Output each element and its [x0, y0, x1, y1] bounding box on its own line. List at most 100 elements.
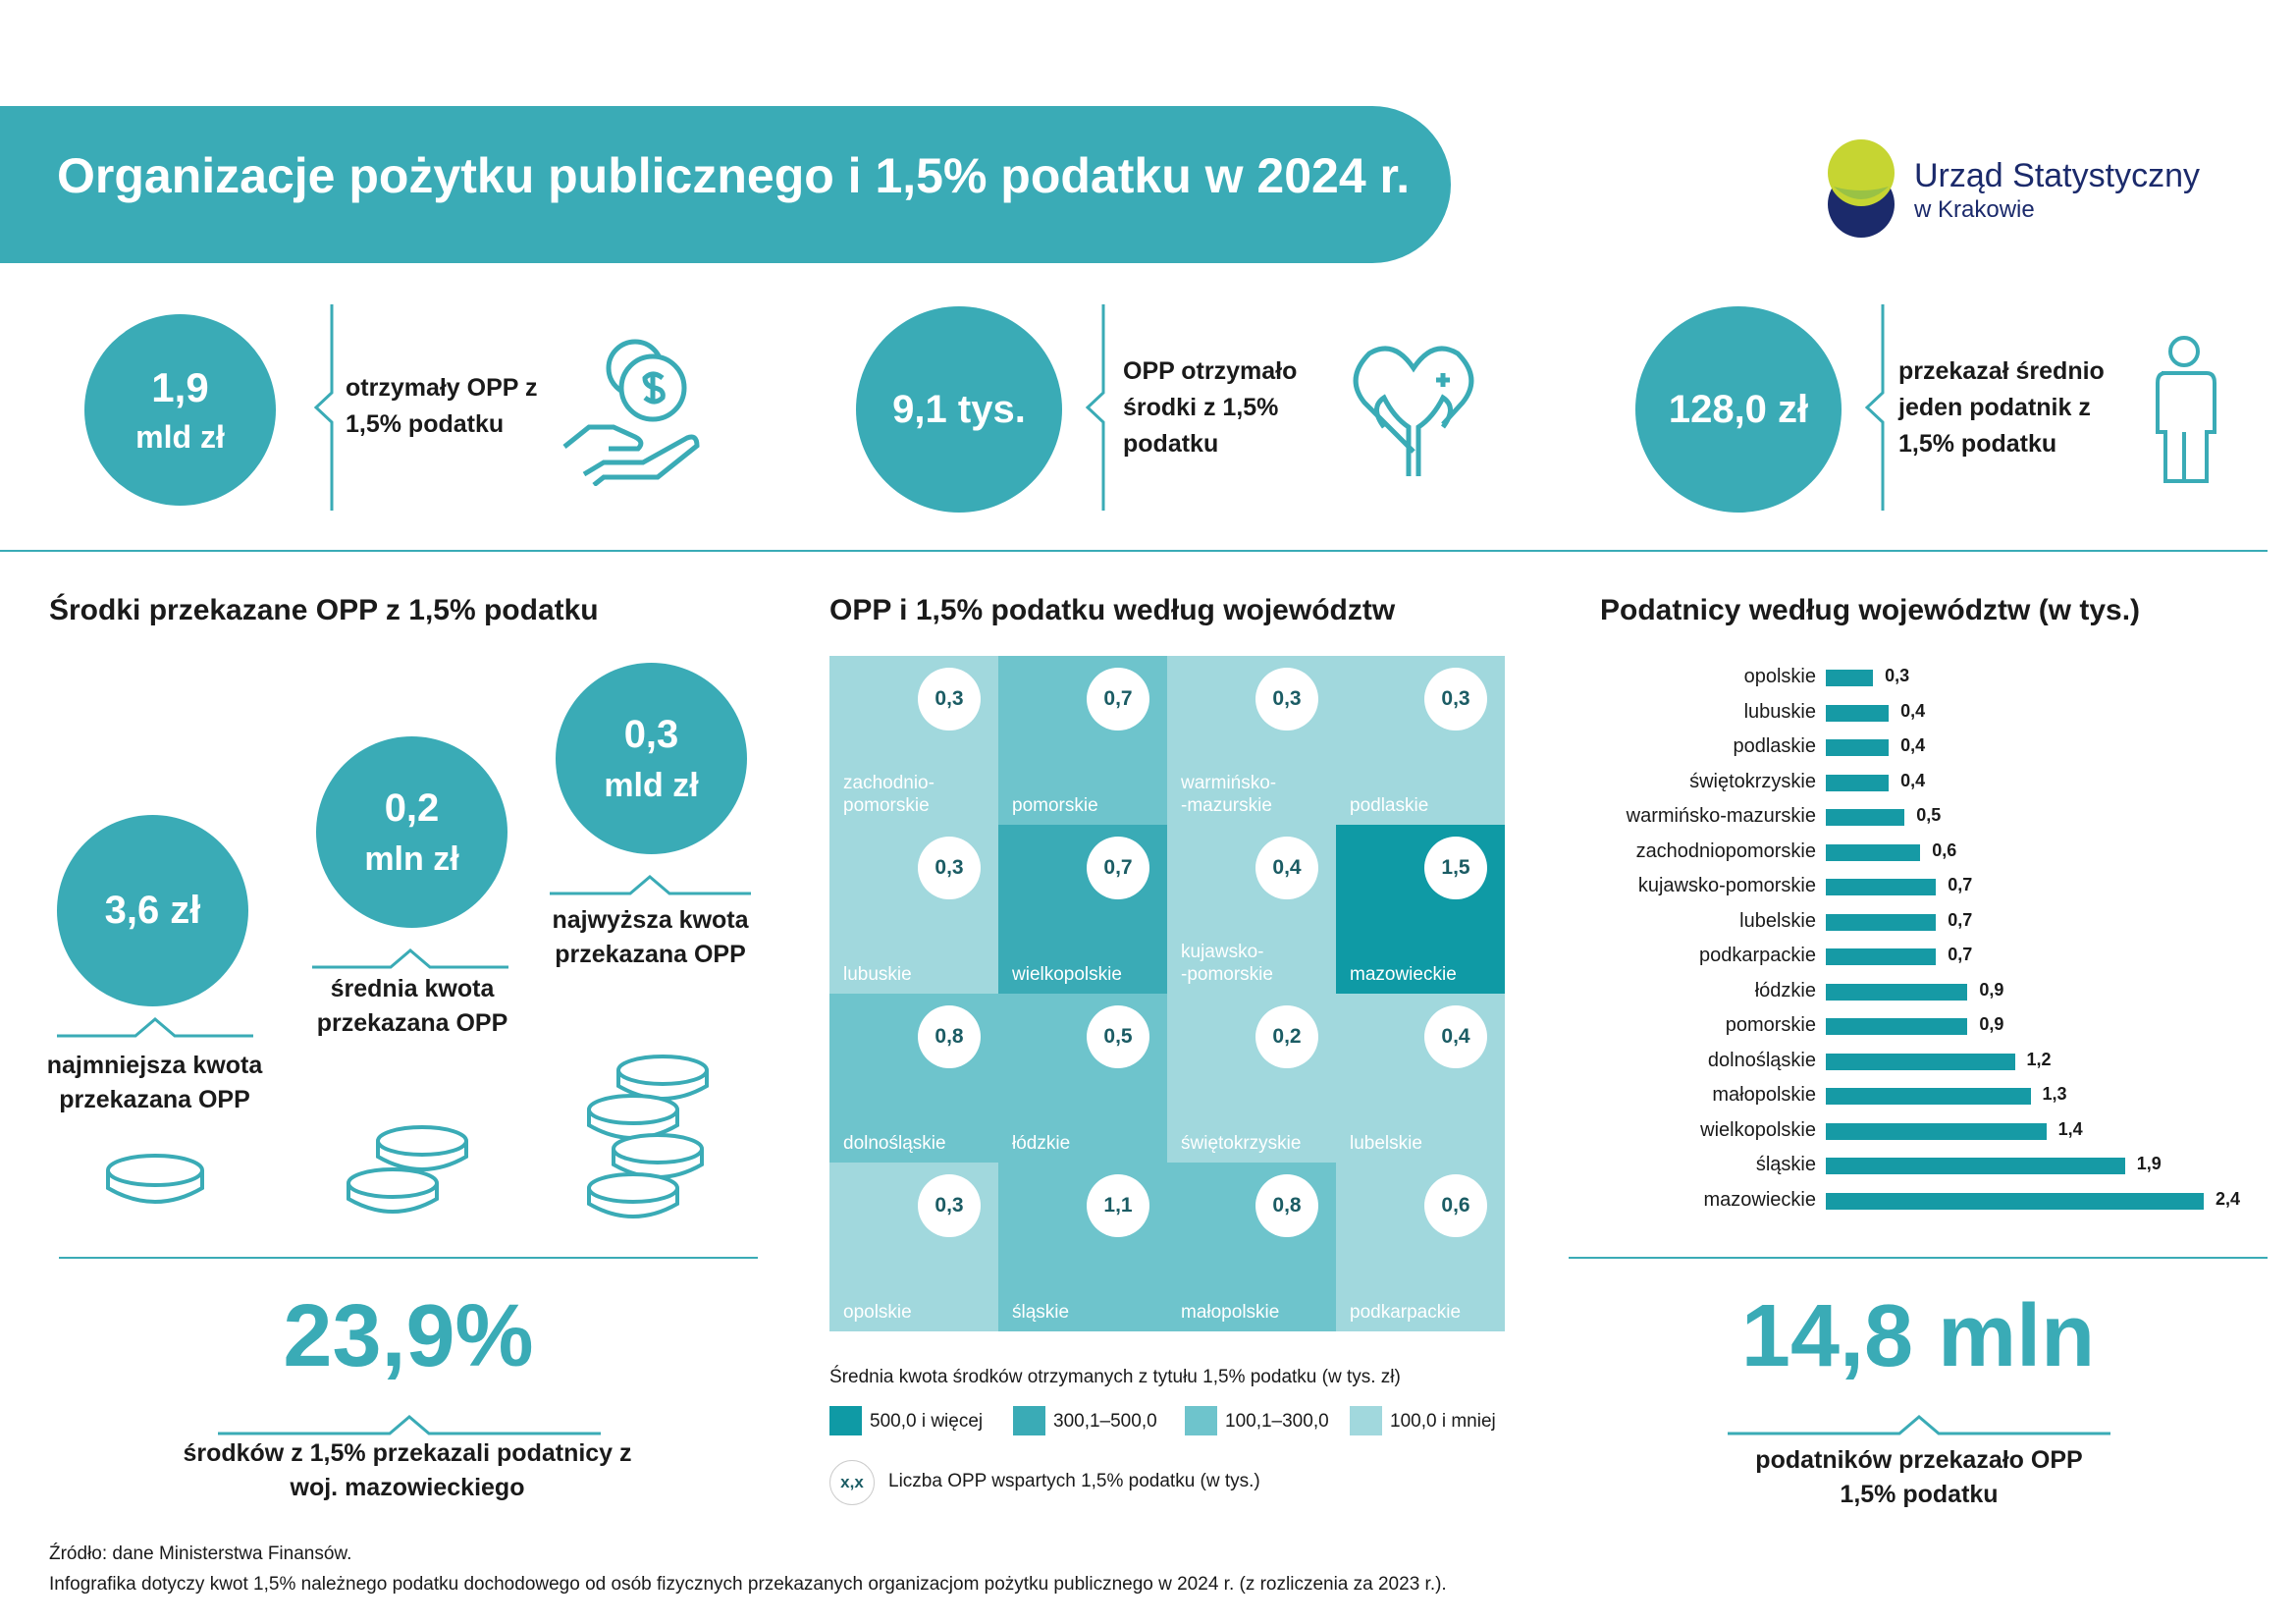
- region-opp-count: 0,4: [1255, 837, 1318, 899]
- bar-category-label: lubelskie: [1739, 909, 1816, 932]
- coin-stack-3-icon: [587, 1055, 709, 1218]
- caption-pointer: [57, 1017, 253, 1038]
- logo-name: Urząd Statystyczny: [1914, 157, 2200, 194]
- bar: [1826, 948, 1937, 965]
- bar-category-label: kujawsko-pomorskie: [1637, 875, 1816, 896]
- region-opp-count: 0,3: [918, 668, 981, 731]
- bar: [1826, 809, 1905, 826]
- bar: [1826, 739, 1890, 756]
- bar-category-label: dolnośląskie: [1707, 1049, 1816, 1071]
- bar: [1826, 1122, 2047, 1140]
- bar-value-label: 1,2: [2026, 1049, 2052, 1069]
- bar-value-label: 1,4: [2057, 1118, 2083, 1139]
- caption-pointer: [550, 875, 751, 895]
- region-name: lubelskie: [1350, 1133, 1422, 1154]
- bar-value-label: 2,4: [2216, 1188, 2241, 1209]
- region-name: świętokrzyskie: [1181, 1133, 1302, 1154]
- region-tile: 1,1 śląskie: [998, 1163, 1167, 1331]
- legend-swatch: [1185, 1406, 1217, 1435]
- stat-value: 128,0 zł: [1668, 387, 1809, 431]
- stat-circle-avg: 128,0 zł: [1635, 306, 1842, 513]
- funds-avg-caption: średnia kwota przekazana OPP: [316, 975, 508, 1037]
- region-tile: 0,5 łódzkie: [998, 994, 1167, 1163]
- region-opp-count: 0,8: [1255, 1174, 1318, 1237]
- bar: [1826, 879, 1937, 895]
- funds-max-unit: mld zł: [604, 766, 699, 804]
- bar-category-label: łódzkie: [1754, 979, 1816, 1001]
- region-opp-count: 0,3: [1255, 668, 1318, 731]
- bar-value-label: 0,9: [1979, 1014, 2004, 1034]
- bar: [1826, 913, 1937, 931]
- logo-icon: [1828, 139, 1895, 238]
- section-title-funds: Środki przekazane OPP z 1,5% podatku: [49, 594, 599, 626]
- bar-category-label: podkarpackie: [1699, 945, 1816, 966]
- funds-max-caption: najwyższa kwota przekazana OPP: [552, 906, 749, 968]
- region-tile: 0,3 opolskie: [829, 1163, 998, 1331]
- region-opp-count: 0,2: [1255, 1005, 1318, 1068]
- bar-value-label: 0,4: [1900, 770, 1926, 790]
- section-divider: [59, 1257, 758, 1259]
- funds-min-value: 3,6 zł: [104, 889, 201, 932]
- region-opp-count: 0,3: [1424, 668, 1487, 731]
- region-tile: 0,7 pomorskie: [998, 656, 1167, 825]
- legend-swatch: [1350, 1406, 1382, 1435]
- bar: [1826, 1088, 2031, 1105]
- funds-min-circle: 3,6 zł: [57, 815, 248, 1006]
- footer-note: Infografika dotyczy kwot 1,5% należnego …: [49, 1574, 1447, 1595]
- bracket-divider: [1085, 304, 1105, 511]
- chart-title: Podatnicy według województw (w tys.): [1600, 594, 2141, 626]
- taxpayers-value: 14,8 mln: [1740, 1287, 2096, 1385]
- taxpayers-caption: podatników przekazało OPP 1,5% podatku: [1755, 1446, 2083, 1508]
- legend-label: 100,1–300,0: [1225, 1411, 1329, 1432]
- region-opp-count: 0,3: [918, 1174, 981, 1237]
- bar-value-label: 0,5: [1916, 805, 1942, 825]
- section-title-grid: OPP i 1,5% podatku według województw: [829, 594, 1396, 626]
- stat-circle-total: 1,9 mld zł: [84, 314, 276, 506]
- caption-pointer: [312, 948, 508, 969]
- legend-label: 300,1–500,0: [1053, 1411, 1157, 1432]
- bar: [1826, 1158, 2125, 1174]
- bar: [1826, 1053, 2015, 1070]
- bar-value-label: 0,7: [1948, 875, 1973, 894]
- region-opp-count: 0,6: [1424, 1174, 1487, 1237]
- bar-category-label: opolskie: [1743, 666, 1816, 687]
- bar-category-label: lubuskie: [1743, 700, 1816, 723]
- funds-avg-value: 0,2: [384, 785, 440, 830]
- taxpayers-bar-chart: opolskie 0,3 lubuskie 0,4 podlaskie 0,4 święto…: [1571, 666, 2258, 1218]
- region-tile: 0,3 lubuskie: [829, 825, 998, 994]
- footer-source: Źródło: dane Ministerstwa Finansów.: [49, 1543, 352, 1564]
- region-tile: 0,3 podlaskie: [1336, 656, 1505, 825]
- bar-category-label: pomorskie: [1725, 1014, 1816, 1036]
- section-divider: [1569, 1257, 2268, 1259]
- stat-circle-opp: 9,1 tys.: [856, 306, 1062, 513]
- logo-sub: w Krakowie: [1914, 196, 2035, 223]
- stat-text: przekazał średnio jeden podatnik z 1,5% …: [1898, 357, 2105, 458]
- region-opp-count: 0,7: [1087, 668, 1149, 731]
- region-name: podkarpackie: [1350, 1302, 1462, 1323]
- stat-value: 9,1 tys.: [892, 387, 1026, 431]
- funds-max-value: 0,3: [623, 712, 679, 756]
- bracket-divider: [1864, 304, 1885, 511]
- region-tile: 0,6 podkarpackie: [1336, 1163, 1505, 1331]
- funds-min-caption: najmniejsza kwota przekazana OPP: [46, 1052, 263, 1113]
- bar: [1826, 843, 1921, 861]
- region-tile: 0,4 lubelskie: [1336, 994, 1505, 1163]
- title-bar: [0, 106, 1451, 263]
- bar-value-label: 1,9: [2136, 1154, 2162, 1173]
- bar-category-label: warmińsko-mazurskie: [1626, 805, 1816, 827]
- region-tile-grid: 0,3 zachodnio-pomorskie 0,7 pomorskie 0,3 war…: [829, 656, 1505, 1331]
- funds-share-value: 23,9%: [283, 1287, 534, 1385]
- bar-value-label: 0,4: [1900, 700, 1926, 721]
- bar-value-label: 0,9: [1979, 979, 2004, 1000]
- stat-unit: mld zł: [135, 419, 225, 455]
- bar-value-label: 1,3: [2042, 1084, 2067, 1104]
- region-name: lubuskie: [843, 964, 912, 985]
- bar-value-label: 0,4: [1900, 735, 1926, 755]
- region-name: łódzkie: [1012, 1133, 1071, 1154]
- region-opp-count: 1,5: [1424, 837, 1487, 899]
- bar-value-label: 0,6: [1932, 839, 1957, 860]
- region-name: śląskie: [1012, 1302, 1070, 1323]
- bar: [1826, 983, 1968, 1001]
- region-opp-count: 0,5: [1087, 1005, 1149, 1068]
- legend-swatch: [1013, 1406, 1045, 1435]
